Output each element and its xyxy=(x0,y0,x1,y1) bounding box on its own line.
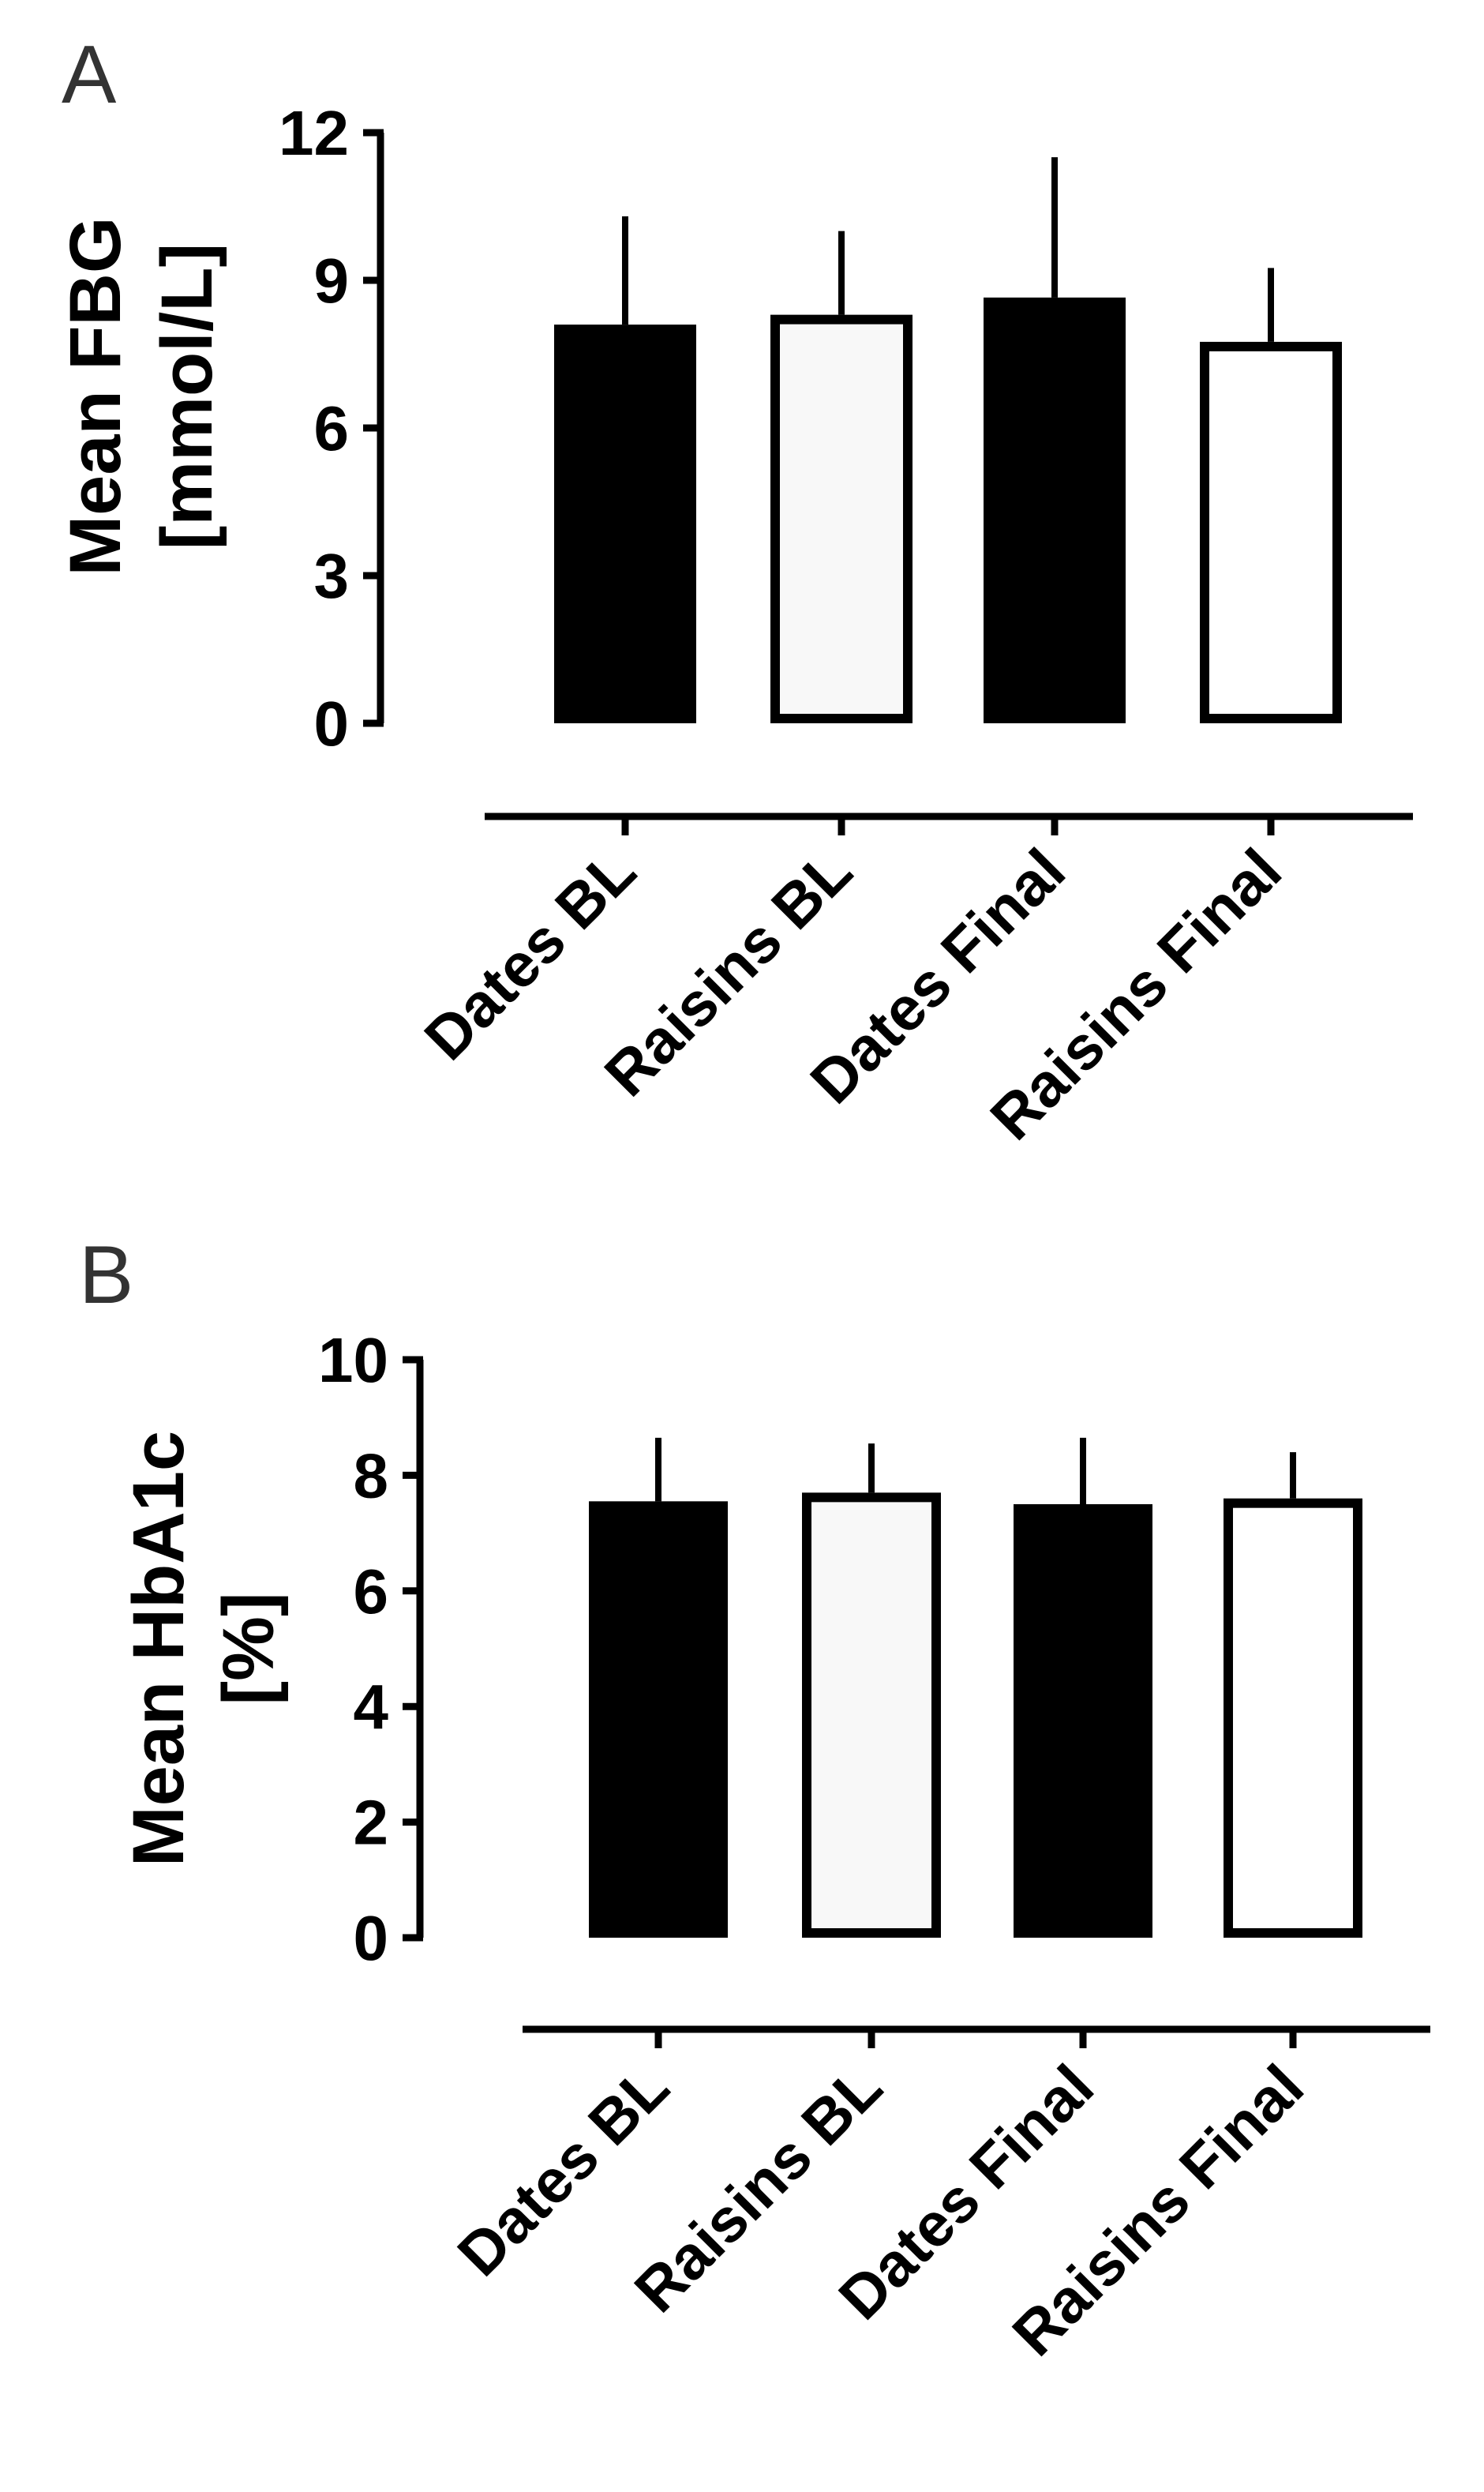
y-axis-label: [mmol/L] xyxy=(147,243,227,550)
bar xyxy=(589,1501,728,1938)
y-tick-label: 0 xyxy=(354,1903,389,1973)
bar xyxy=(770,314,913,723)
y-axis-label: Mean FBG xyxy=(55,217,136,576)
y-tick-label: 8 xyxy=(354,1440,389,1511)
y-tick-label: 10 xyxy=(318,1325,388,1395)
y-tick-label: 12 xyxy=(279,98,349,168)
y-tick-label: 4 xyxy=(354,1672,389,1742)
y-tick-label: 0 xyxy=(314,689,350,759)
panel-label-b: B xyxy=(79,1229,133,1321)
y-tick-label: 6 xyxy=(354,1556,389,1627)
y-tick-label: 3 xyxy=(314,541,350,611)
y-tick-label: 9 xyxy=(314,246,350,316)
bar xyxy=(554,325,696,723)
bar xyxy=(1014,1504,1152,1938)
bar xyxy=(802,1492,941,1938)
panel-label-a: A xyxy=(62,29,117,121)
y-tick-label: 2 xyxy=(354,1788,389,1858)
y-tick-label: 6 xyxy=(314,393,350,463)
bar xyxy=(1224,1498,1362,1938)
y-axis-label: [%] xyxy=(208,1592,289,1705)
y-axis-label: Mean HbA1c xyxy=(118,1431,199,1867)
bar xyxy=(984,297,1126,724)
bar xyxy=(1200,341,1342,723)
